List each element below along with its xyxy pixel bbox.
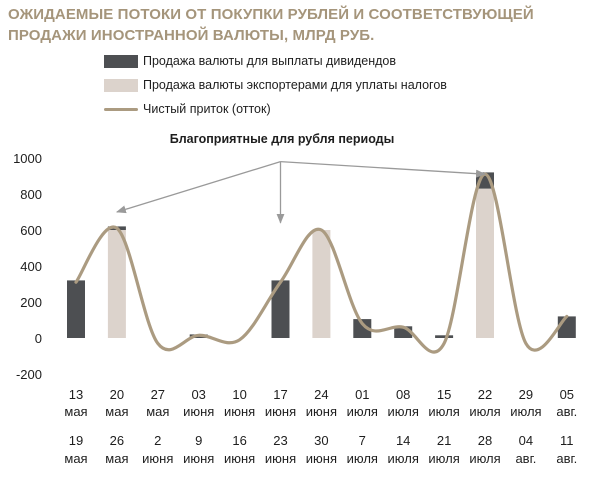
chart-title-line-2: ПРОДАЖИ ИНОСТРАННОЙ ВАЛЮТЫ, МЛРД РУБ. — [8, 27, 375, 44]
x-tick-label-week-start-day: 17 — [273, 387, 287, 402]
x-tick-label-week-end-month: июля — [469, 451, 500, 466]
x-tick-label-week-start-day: 03 — [191, 387, 205, 402]
x-tick-label-week-start-month: авг. — [556, 404, 577, 419]
net-flow-line — [74, 172, 569, 354]
bar-dividends — [67, 280, 85, 338]
x-tick-label-week-end-month: авг. — [515, 451, 536, 466]
bar-dividends — [435, 335, 454, 338]
x-tick-label-week-start-month: июня — [306, 404, 337, 419]
legend-item-net-flow: Чистый приток (отток) — [104, 99, 271, 119]
x-tick-label-week-end-month: авг. — [556, 451, 577, 466]
y-tick-label: 400 — [20, 259, 42, 274]
annotation-arrow — [280, 160, 486, 178]
chart-title-line-1: ОЖИДАЕМЫЕ ПОТОКИ ОТ ПОКУПКИ РУБЛЕЙ И СОО… — [8, 6, 534, 23]
x-tick-label-week-start-day: 29 — [519, 387, 533, 402]
x-tick-label-week-start-month: июля — [510, 404, 541, 419]
x-tick-label-week-end-day: 30 — [314, 433, 328, 448]
x-tick-label-week-end-month: июня — [142, 451, 173, 466]
bar-dividends — [271, 280, 290, 338]
x-tick-label-week-start-month: июля — [388, 404, 419, 419]
y-tick-label: 1000 — [13, 151, 42, 166]
legend-swatch-dividends — [104, 54, 138, 68]
bar-exporters — [312, 230, 331, 338]
annotation-favorable-periods: Благоприятные для рубля периоды — [170, 132, 395, 146]
bar-exporters — [476, 188, 494, 338]
legend-label-exporters: Продажа валюты экспортерами для уплаты н… — [143, 78, 447, 92]
bar-dividends — [353, 319, 372, 338]
x-tick-label-week-start-month: июня — [183, 404, 214, 419]
x-tick-label-week-end-day: 04 — [519, 433, 533, 448]
annotation-arrow — [115, 160, 281, 214]
x-tick-label-week-end-day: 7 — [359, 433, 366, 448]
x-tick-label-week-start-day: 24 — [314, 387, 328, 402]
x-tick-label-week-end-month: мая — [105, 451, 128, 466]
x-tick-label-week-start-month: мая — [146, 404, 169, 419]
x-tick-label-week-end-day: 14 — [396, 433, 410, 448]
x-tick-label-week-start-month: июля — [347, 404, 378, 419]
x-tick-label-week-end-month: июля — [388, 451, 419, 466]
y-axis: -200 0 200 400 600 800 1000 — [13, 151, 42, 382]
x-tick-label-week-start-month: июня — [224, 404, 255, 419]
legend-swatch-net-flow — [104, 107, 138, 111]
x-tick-label-week-end-day: 26 — [110, 433, 124, 448]
x-tick-label-week-start-month: июня — [265, 404, 296, 419]
x-tick-label-week-end-day: 21 — [437, 433, 451, 448]
x-tick-label-week-end-day: 9 — [195, 433, 202, 448]
x-tick-label-week-start-month: июля — [469, 404, 500, 419]
annotation-arrows — [115, 160, 486, 224]
x-tick-label-week-start-day: 27 — [151, 387, 165, 402]
y-tick-label: 200 — [20, 295, 42, 310]
x-tick-label-week-start-month: мая — [64, 404, 87, 419]
x-tick-label-week-end-day: 19 — [69, 433, 83, 448]
net-flow-line-layer — [74, 172, 569, 354]
bar-exporters — [107, 230, 126, 338]
y-tick-label: 800 — [20, 187, 42, 202]
x-tick-label-week-start-day: 08 — [396, 387, 410, 402]
x-tick-label-week-start-day: 05 — [560, 387, 574, 402]
bars — [67, 172, 576, 338]
y-tick-label: 600 — [20, 223, 42, 238]
x-tick-label-week-end-month: июня — [183, 451, 214, 466]
bar-dividends — [557, 316, 576, 338]
legend-swatch-exporters — [104, 78, 138, 92]
legend-item-dividends: Продажа валюты для выплаты дивидендов — [104, 51, 396, 71]
x-tick-label-week-start-day: 22 — [478, 387, 492, 402]
x-tick-label-week-end-day: 16 — [232, 433, 246, 448]
chart-title: ОЖИДАЕМЫЕ ПОТОКИ ОТ ПОКУПКИ РУБЛЕЙ И СОО… — [8, 4, 583, 46]
x-tick-label-week-end-month: июля — [347, 451, 378, 466]
x-tick-label-week-start-day: 01 — [355, 387, 369, 402]
x-tick-label-week-end-month: мая — [64, 451, 87, 466]
x-axis: 13мая20мая27мая03июня10июня17июня24июня0… — [64, 387, 577, 466]
y-tick-label: 0 — [35, 331, 42, 346]
x-tick-label-week-end-month: июня — [224, 451, 255, 466]
x-tick-label-week-start-month: июля — [428, 404, 459, 419]
x-tick-label-week-start-day: 15 — [437, 387, 451, 402]
x-tick-label-week-end-day: 28 — [478, 433, 492, 448]
x-tick-label-week-end-month: июня — [306, 451, 337, 466]
x-tick-label-week-end-day: 11 — [560, 433, 574, 448]
x-tick-label-week-start-month: мая — [105, 404, 128, 419]
bar-dividends — [394, 326, 413, 338]
x-tick-label-week-start-day: 10 — [232, 387, 246, 402]
x-tick-label-week-end-day: 2 — [154, 433, 161, 448]
legend-label-dividends: Продажа валюты для выплаты дивидендов — [143, 54, 396, 68]
x-tick-label-week-end-day: 23 — [273, 433, 287, 448]
x-tick-label-week-end-month: июля — [428, 451, 459, 466]
legend-label-net-flow: Чистый приток (отток) — [143, 102, 271, 116]
x-tick-label-week-end-month: июня — [265, 451, 296, 466]
y-tick-label: -200 — [16, 367, 42, 382]
legend-item-exporters: Продажа валюты экспортерами для уплаты н… — [104, 75, 447, 95]
x-tick-label-week-start-day: 13 — [69, 387, 83, 402]
x-tick-label-week-start-day: 20 — [110, 387, 124, 402]
